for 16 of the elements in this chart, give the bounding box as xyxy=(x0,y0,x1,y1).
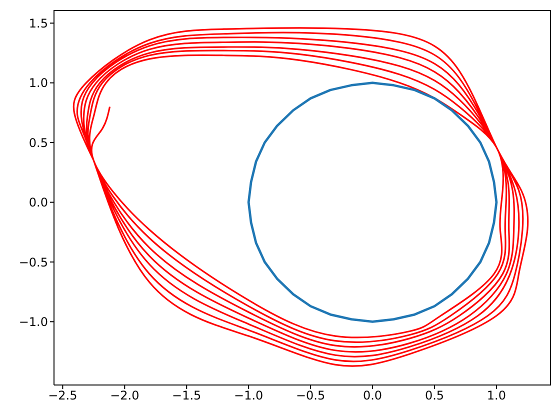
line-series xyxy=(74,27,528,366)
y-tick-label: −0.5 xyxy=(18,255,48,270)
x-tick-label: 1.0 xyxy=(486,388,506,403)
x-tick-label: −2.5 xyxy=(48,388,78,403)
y-tick-label: 0.0 xyxy=(28,196,48,210)
y-tick-label: 0.5 xyxy=(28,136,48,150)
x-tick-label: −1.0 xyxy=(234,388,264,403)
y-tick-label: 1.5 xyxy=(28,16,48,30)
x-tick-label: −1.5 xyxy=(172,388,202,403)
x-tick-label: 0.5 xyxy=(424,388,444,403)
line-series xyxy=(247,82,498,323)
y-tick-label: −1.0 xyxy=(18,314,48,329)
x-tick-label: −2.0 xyxy=(110,388,140,403)
x-tick-label: 0.0 xyxy=(362,388,382,403)
x-tick-label: −0.5 xyxy=(296,388,326,403)
y-tick-label: 1.0 xyxy=(28,76,48,90)
